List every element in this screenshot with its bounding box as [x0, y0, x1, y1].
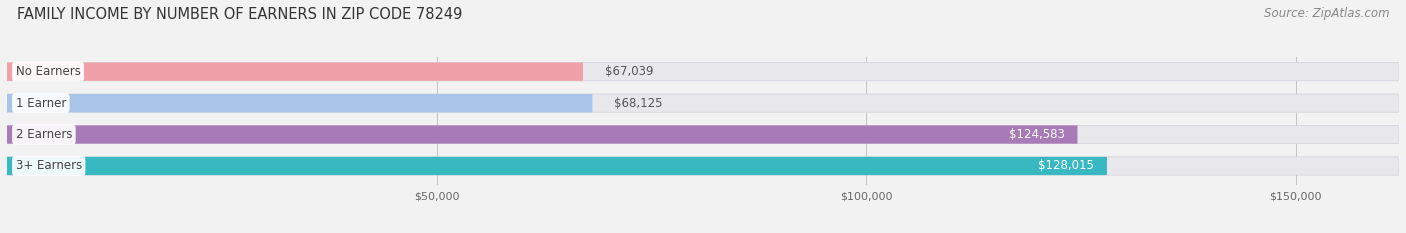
Text: 1 Earner: 1 Earner	[15, 97, 66, 110]
FancyBboxPatch shape	[7, 63, 1399, 81]
FancyBboxPatch shape	[7, 125, 1399, 144]
Text: $124,583: $124,583	[1008, 128, 1064, 141]
Text: 2 Earners: 2 Earners	[15, 128, 72, 141]
FancyBboxPatch shape	[7, 94, 592, 112]
Text: 3+ Earners: 3+ Earners	[15, 159, 82, 172]
Text: $67,039: $67,039	[605, 65, 652, 78]
Text: $128,015: $128,015	[1038, 159, 1094, 172]
FancyBboxPatch shape	[7, 63, 583, 81]
Text: Source: ZipAtlas.com: Source: ZipAtlas.com	[1264, 7, 1389, 20]
Text: $68,125: $68,125	[614, 97, 662, 110]
FancyBboxPatch shape	[7, 157, 1399, 175]
Text: No Earners: No Earners	[15, 65, 80, 78]
Text: FAMILY INCOME BY NUMBER OF EARNERS IN ZIP CODE 78249: FAMILY INCOME BY NUMBER OF EARNERS IN ZI…	[17, 7, 463, 22]
FancyBboxPatch shape	[7, 94, 1399, 112]
FancyBboxPatch shape	[7, 125, 1077, 144]
FancyBboxPatch shape	[7, 157, 1107, 175]
